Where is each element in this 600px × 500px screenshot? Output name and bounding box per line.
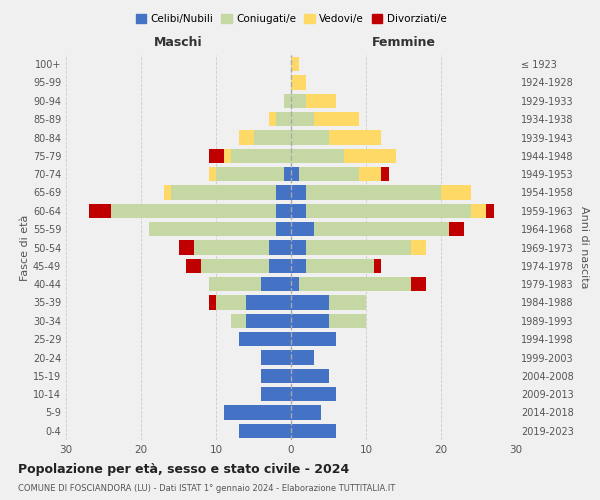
Bar (299, 167, 359, 182)
Bar (314, 222, 449, 236)
Bar (381, 167, 389, 182)
Bar (254, 130, 291, 144)
Bar (329, 296, 366, 310)
Bar (291, 94, 306, 108)
Bar (209, 277, 261, 291)
Bar (216, 296, 246, 310)
Bar (291, 240, 306, 254)
Bar (329, 130, 381, 144)
Bar (291, 204, 306, 218)
Text: Popolazione per età, sesso e stato civile - 2024: Popolazione per età, sesso e stato civil… (18, 462, 349, 475)
Bar (291, 406, 321, 419)
Bar (306, 240, 411, 254)
Bar (223, 148, 231, 163)
Bar (291, 368, 329, 383)
Bar (186, 258, 201, 273)
Bar (209, 148, 223, 163)
Bar (284, 94, 291, 108)
Bar (276, 204, 291, 218)
Text: Femmine: Femmine (371, 36, 436, 50)
Bar (329, 314, 366, 328)
Bar (343, 148, 396, 163)
Text: Maschi: Maschi (154, 36, 203, 50)
Bar (291, 112, 314, 126)
Bar (246, 314, 291, 328)
Bar (471, 204, 486, 218)
Bar (216, 167, 284, 182)
Bar (246, 296, 291, 310)
Bar (291, 296, 329, 310)
Bar (291, 222, 314, 236)
Bar (276, 222, 291, 236)
Bar (411, 277, 426, 291)
Bar (299, 277, 411, 291)
Bar (291, 424, 336, 438)
Bar (193, 240, 269, 254)
Bar (209, 296, 216, 310)
Y-axis label: Anni di nascita: Anni di nascita (579, 206, 589, 289)
Bar (231, 314, 246, 328)
Bar (261, 277, 291, 291)
Bar (314, 112, 359, 126)
Bar (231, 148, 291, 163)
Bar (291, 277, 299, 291)
Bar (276, 186, 291, 200)
Bar (261, 387, 291, 402)
Y-axis label: Fasce di età: Fasce di età (20, 214, 30, 280)
Bar (284, 167, 291, 182)
Bar (209, 167, 216, 182)
Bar (291, 167, 299, 182)
Bar (486, 204, 493, 218)
Bar (163, 186, 171, 200)
Bar (291, 258, 306, 273)
Bar (291, 148, 343, 163)
Legend: Celibi/Nubili, Coniugati/e, Vedovi/e, Divorziati/e: Celibi/Nubili, Coniugati/e, Vedovi/e, Di… (131, 10, 451, 29)
Bar (261, 350, 291, 364)
Bar (291, 350, 314, 364)
Bar (276, 112, 291, 126)
Bar (239, 332, 291, 346)
Bar (359, 167, 381, 182)
Bar (89, 204, 111, 218)
Bar (149, 222, 276, 236)
Bar (306, 258, 373, 273)
Bar (239, 424, 291, 438)
Bar (261, 368, 291, 383)
Bar (239, 130, 254, 144)
Bar (291, 130, 329, 144)
Bar (291, 314, 329, 328)
Bar (179, 240, 193, 254)
Bar (171, 186, 276, 200)
Bar (291, 57, 299, 72)
Bar (223, 406, 291, 419)
Bar (441, 186, 471, 200)
Bar (306, 204, 471, 218)
Bar (291, 387, 336, 402)
Bar (306, 186, 441, 200)
Bar (373, 258, 381, 273)
Bar (306, 94, 336, 108)
Text: COMUNE DI FOSCIANDORA (LU) - Dati ISTAT 1° gennaio 2024 - Elaborazione TUTTITALI: COMUNE DI FOSCIANDORA (LU) - Dati ISTAT … (18, 484, 395, 493)
Bar (449, 222, 464, 236)
Bar (291, 332, 336, 346)
Bar (269, 240, 291, 254)
Bar (269, 258, 291, 273)
Bar (201, 258, 269, 273)
Bar (411, 240, 426, 254)
Bar (269, 112, 276, 126)
Bar (291, 186, 306, 200)
Bar (291, 76, 306, 90)
Bar (111, 204, 276, 218)
